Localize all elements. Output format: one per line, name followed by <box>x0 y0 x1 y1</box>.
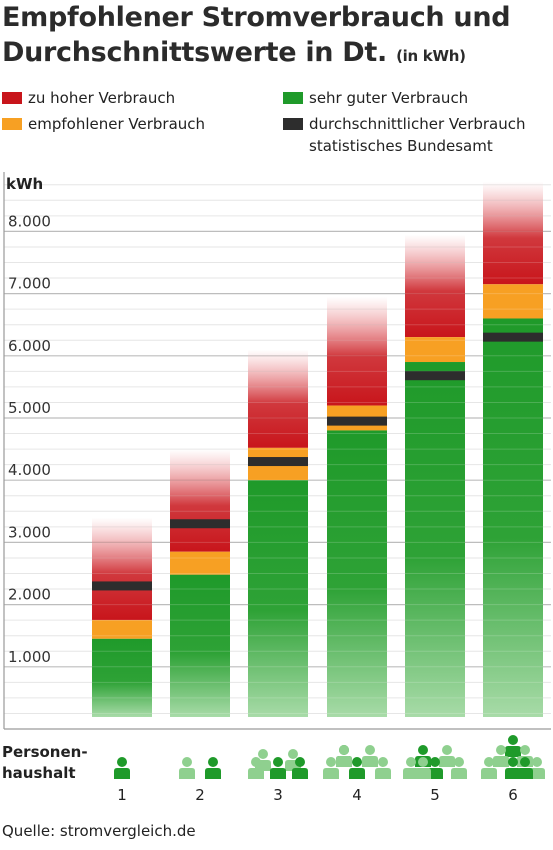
y-tick-label: 4.000 <box>8 461 51 479</box>
x-tick-label: 4 <box>352 786 362 804</box>
bar-average-marker <box>483 332 543 342</box>
bar-too-high <box>405 234 465 338</box>
x-axis-label-line1: Personen- <box>2 743 88 761</box>
legend-item-very-good: sehr guter Verbrauch <box>283 87 468 109</box>
y-tick-label: 2.000 <box>8 586 51 604</box>
y-tick-label: 5.000 <box>8 399 51 417</box>
person-icon <box>270 757 286 779</box>
person-icon <box>451 757 467 779</box>
bar-group-2 <box>170 449 230 717</box>
chart-plot: kWh 1.000 2.000 3.000 4.000 5.000 6.000 7.000 8.… <box>2 172 551 804</box>
household-icon-group-3 <box>248 749 308 779</box>
legend-label-average-line2: statistisches Bundesamt <box>309 137 493 155</box>
bar-very-good <box>248 480 308 717</box>
chart-title: Empfohlener Stromverbrauch und Durchschn… <box>2 0 553 74</box>
bar-average-marker <box>92 581 152 591</box>
chart-title-line2-text: Durchschnittswerte in Dt. <box>2 37 387 68</box>
person-icon <box>114 757 130 779</box>
bar-group-5 <box>405 234 465 717</box>
person-icon <box>248 757 264 779</box>
chart-title-line1: Empfohlener Stromverbrauch und <box>2 2 511 33</box>
bar-too-high <box>170 449 230 552</box>
source-note: Quelle: stromvergleich.de <box>2 822 196 840</box>
bar-average-marker <box>327 416 387 426</box>
household-icons-layer <box>114 735 545 779</box>
bar-average-marker <box>170 519 230 529</box>
legend-swatch-recommended <box>2 118 22 130</box>
bar-recommended <box>170 551 230 575</box>
person-icon <box>439 745 455 767</box>
bar-recommended <box>405 337 465 363</box>
chart-title-line2: Durchschnittswerte in Dt. (in kWh) <box>2 35 553 74</box>
person-icon <box>362 745 378 767</box>
bar-group-4 <box>327 296 387 717</box>
x-tick-label: 2 <box>195 786 205 804</box>
x-tick-label: 3 <box>273 786 283 804</box>
bar-too-high <box>92 517 152 621</box>
bar-layer <box>92 181 543 717</box>
legend-swatch-too-high <box>2 92 22 104</box>
legend-label-recommended: empfohlener Verbrauch <box>28 115 206 133</box>
bar-very-good <box>92 638 152 717</box>
y-axis-label: kWh <box>6 175 43 193</box>
person-icon <box>179 757 195 779</box>
x-tick-label: 5 <box>430 786 440 804</box>
bar-average-marker <box>248 457 308 467</box>
legend-item-average: durchschnittlicher Verbrauch statistisch… <box>283 113 526 157</box>
y-tick-label: 3.000 <box>8 523 51 541</box>
household-icon-group-5 <box>403 745 467 779</box>
axis-layer: kWh 1.000 2.000 3.000 4.000 5.000 6.000 7.000 8.… <box>2 172 551 804</box>
bar-too-high <box>248 349 308 448</box>
person-icon <box>323 757 339 779</box>
legend-label-too-high: zu hoher Verbrauch <box>28 89 176 107</box>
bar-very-good <box>405 362 465 717</box>
legend-item-too-high: zu hoher Verbrauch <box>2 87 175 109</box>
person-icon <box>375 757 391 779</box>
person-icon <box>336 745 352 767</box>
bar-very-good <box>483 318 543 717</box>
household-icon-group-4 <box>323 745 391 779</box>
household-icon-group-1 <box>114 757 130 779</box>
chart-title-unit: (in kWh) <box>396 47 466 65</box>
bar-very-good <box>327 430 387 717</box>
legend-item-recommended: empfohlener Verbrauch <box>2 113 205 135</box>
y-tick-label: 1.000 <box>8 648 51 666</box>
y-tick-label: 7.000 <box>8 275 51 293</box>
person-icon <box>415 757 431 779</box>
person-icon <box>493 745 509 767</box>
person-icon <box>481 757 497 779</box>
household-icon-group-2 <box>179 757 221 779</box>
bar-too-high <box>483 181 543 285</box>
person-icon <box>205 757 221 779</box>
person-icon <box>292 757 308 779</box>
y-tick-label: 8.000 <box>8 212 51 230</box>
legend-label-average: durchschnittlicher Verbrauch statistisch… <box>309 113 526 157</box>
bar-group-1 <box>92 517 152 717</box>
legend-swatch-average <box>283 118 303 130</box>
household-icon-group-6 <box>481 735 545 779</box>
x-tick-label: 6 <box>508 786 518 804</box>
person-icon <box>517 757 533 779</box>
bar-group-6 <box>483 181 543 717</box>
legend-swatch-very-good <box>283 92 303 104</box>
person-icon <box>349 757 365 779</box>
bar-recommended <box>92 620 152 639</box>
bar-recommended <box>483 284 543 319</box>
legend-label-very-good: sehr guter Verbrauch <box>309 89 469 107</box>
bar-average-marker <box>405 371 465 381</box>
bar-too-high <box>327 296 387 406</box>
bar-group-3 <box>248 349 308 717</box>
x-axis-label-line2: haushalt <box>2 764 76 782</box>
person-icon <box>505 735 521 757</box>
x-tick-label: 1 <box>117 786 127 804</box>
bar-very-good <box>170 574 230 717</box>
legend-label-average-line1: durchschnittlicher Verbrauch <box>309 115 526 133</box>
y-tick-label: 6.000 <box>8 337 51 355</box>
